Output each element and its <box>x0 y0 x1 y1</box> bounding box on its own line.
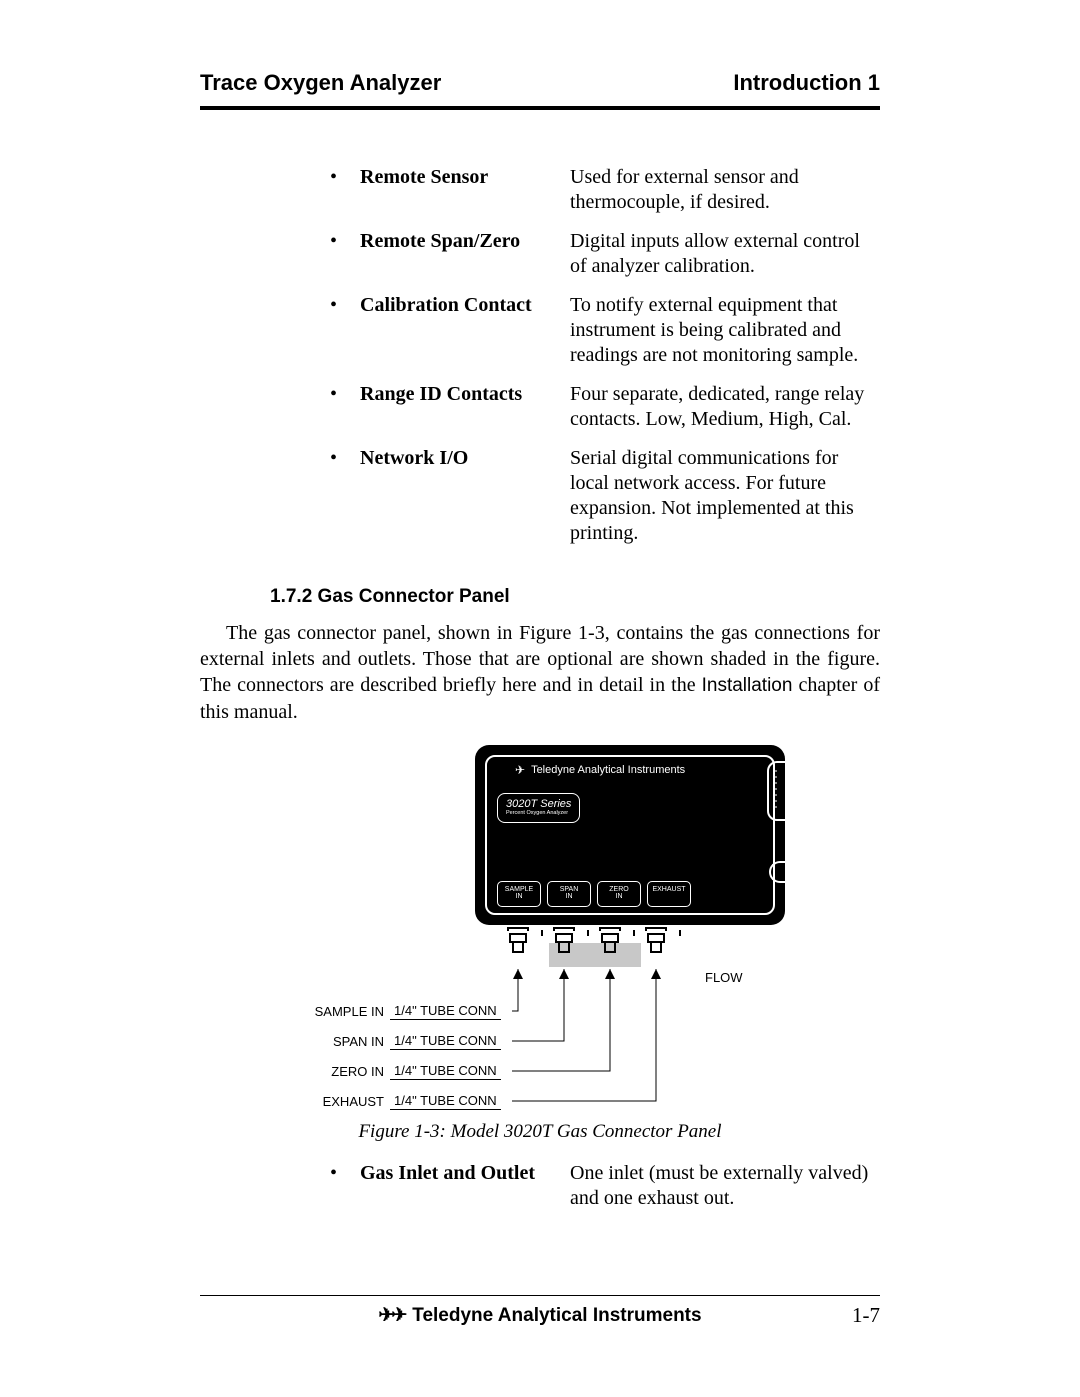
port-l1: SPAN <box>548 886 590 894</box>
port-box: SPAN IN <box>547 881 591 907</box>
bullet-icon: • <box>330 446 360 471</box>
port-l2: IN <box>598 893 640 901</box>
header-rule <box>200 106 880 110</box>
definition: Serial digital communications for local … <box>560 446 880 546</box>
header-right: Introduction 1 <box>733 70 880 96</box>
lead-row: ZERO IN 1/4" TUBE CONN <box>295 1057 501 1087</box>
port-box: EXHAUST <box>647 881 691 907</box>
port-l1: ZERO <box>598 886 640 894</box>
series-box: 3020T Series Percent Oxygen Analyzer <box>497 793 580 823</box>
port-l1: EXHAUST <box>648 886 690 894</box>
tick-icon <box>541 930 544 936</box>
fitting-icon <box>553 927 575 953</box>
definition-row: • Remote Sensor Used for external sensor… <box>330 165 880 215</box>
definition-row: • Gas Inlet and Outlet One inlet (must b… <box>330 1161 880 1211</box>
bullet-icon: • <box>330 229 360 254</box>
lead-name: EXHAUST <box>295 1094 390 1109</box>
definition-row: • Range ID Contacts Four separate, dedic… <box>330 382 880 432</box>
tick-icon <box>633 930 636 936</box>
footer: ✈✈ Teledyne Analytical Instruments 1-7 <box>200 1295 880 1327</box>
figure: ✈ Teledyne Analytical Instruments 3020T … <box>200 745 880 1115</box>
section-heading: 1.7.2 Gas Connector Panel <box>270 586 880 608</box>
bullet-icon: • <box>330 382 360 407</box>
definition-list: • Remote Sensor Used for external sensor… <box>330 165 880 546</box>
definition-row: • Remote Span/Zero Digital inputs allow … <box>330 229 880 279</box>
port-box: ZERO IN <box>597 881 641 907</box>
body-paragraph: The gas connector panel, shown in Figure… <box>200 620 880 725</box>
term: Network I/O <box>360 446 560 471</box>
arrow-icon <box>651 969 661 979</box>
flow-label: FLOW <box>705 970 743 985</box>
para-install: Installation <box>702 675 793 696</box>
term: Remote Span/Zero <box>360 229 560 254</box>
arrow-icon <box>605 969 615 979</box>
footer-rule <box>200 1295 880 1296</box>
page-number: 1-7 <box>852 1303 880 1328</box>
tick-icon <box>679 930 682 936</box>
lead-conn: 1/4" TUBE CONN <box>390 1003 501 1020</box>
bullet-icon: • <box>330 165 360 190</box>
knob-icon <box>769 861 791 883</box>
lead-labels: SAMPLE IN 1/4" TUBE CONN SPAN IN 1/4" TU… <box>295 997 501 1117</box>
term: Calibration Contact <box>360 293 560 318</box>
fitting-icon <box>599 927 621 953</box>
bullet-icon: • <box>330 293 360 318</box>
lead-conn: 1/4" TUBE CONN <box>390 1093 501 1110</box>
connector-panel: ✈ Teledyne Analytical Instruments 3020T … <box>475 745 785 925</box>
port-l2: IN <box>548 893 590 901</box>
panel-brand: Teledyne Analytical Instruments <box>531 764 685 776</box>
fitting-icon <box>507 927 529 953</box>
footer-logo-icon: ✈✈ <box>378 1304 404 1327</box>
definition: Digital inputs allow external control of… <box>560 229 880 279</box>
lead-name: ZERO IN <box>295 1064 390 1079</box>
port-box: SAMPLE IN <box>497 881 541 907</box>
arrow-icon <box>513 969 523 979</box>
lead-conn: 1/4" TUBE CONN <box>390 1063 501 1080</box>
fitting-icon <box>645 927 667 953</box>
gauge-icon <box>767 761 791 821</box>
term: Range ID Contacts <box>360 382 560 407</box>
definition: To notify external equipment that instru… <box>560 293 880 368</box>
arrow-icon <box>559 969 569 979</box>
definition-row: • Network I/O Serial digital communicati… <box>330 446 880 546</box>
lead-row: SPAN IN 1/4" TUBE CONN <box>295 1027 501 1057</box>
series-title: 3020T Series <box>506 798 571 810</box>
port-boxes: SAMPLE IN SPAN IN ZERO IN EXHAUST <box>497 881 691 907</box>
figure-caption: Figure 1-3: Model 3020T Gas Connector Pa… <box>200 1121 880 1143</box>
term: Gas Inlet and Outlet <box>360 1161 560 1186</box>
definition-row: • Calibration Contact To notify external… <box>330 293 880 368</box>
term: Remote Sensor <box>360 165 560 190</box>
definition-list-2: • Gas Inlet and Outlet One inlet (must b… <box>330 1161 880 1211</box>
lead-row: EXHAUST 1/4" TUBE CONN <box>295 1087 501 1117</box>
bullet-icon: • <box>330 1161 360 1186</box>
definition: One inlet (must be externally valved) an… <box>560 1161 880 1211</box>
lead-name: SPAN IN <box>295 1034 390 1049</box>
footer-company: Teledyne Analytical Instruments <box>412 1305 701 1327</box>
header-left: Trace Oxygen Analyzer <box>200 70 441 96</box>
lead-row: SAMPLE IN 1/4" TUBE CONN <box>295 997 501 1027</box>
port-l1: SAMPLE <box>498 886 540 894</box>
series-sub: Percent Oxygen Analyzer <box>506 810 571 816</box>
definition: Four separate, dedicated, range relay co… <box>560 382 880 432</box>
lead-conn: 1/4" TUBE CONN <box>390 1033 501 1050</box>
definition: Used for external sensor and thermocoupl… <box>560 165 880 215</box>
port-l2: IN <box>498 893 540 901</box>
tick-icon <box>587 930 590 936</box>
logo-icon: ✈ <box>515 763 525 777</box>
lead-name: SAMPLE IN <box>295 1004 390 1019</box>
